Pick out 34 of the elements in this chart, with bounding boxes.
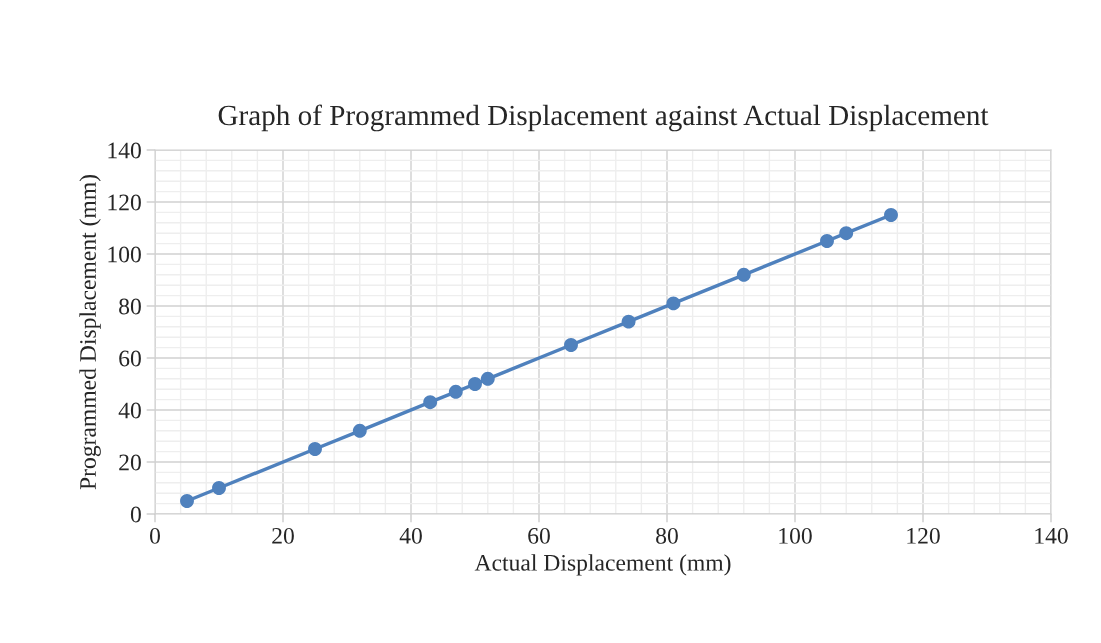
point — [180, 494, 194, 508]
point — [352, 423, 367, 438]
y-tick-label: 0 — [130, 506, 141, 523]
y-tick-label: 40 — [118, 402, 141, 419]
chart-title: Graph of Programmed Displacement against Actual Displacement — [218, 104, 989, 132]
point — [480, 371, 495, 386]
point — [564, 338, 578, 352]
y-axis-title: Programmed Displacement (mm) — [79, 175, 101, 490]
x-tick-label: 20 — [272, 527, 294, 544]
y-tick-label: 100 — [108, 246, 141, 263]
y-tick-label: 60 — [119, 350, 141, 367]
x-tick-label: 120 — [907, 527, 940, 544]
x-tick-label: 100 — [779, 527, 812, 544]
point — [884, 208, 898, 222]
x-axis-title: Actual Displacement (mm) — [474, 554, 731, 576]
x-tick-label: 0 — [150, 527, 160, 544]
point — [820, 234, 834, 248]
x-tick-label: 60 — [528, 527, 550, 544]
x-tick-label: 80 — [656, 527, 678, 544]
point — [839, 226, 854, 241]
point — [736, 267, 751, 282]
point — [666, 296, 681, 311]
point — [212, 481, 226, 495]
point — [468, 377, 482, 391]
point — [423, 395, 438, 410]
y-tick-label: 120 — [108, 194, 141, 211]
x-tick-label: 140 — [1035, 527, 1068, 544]
point — [308, 442, 322, 456]
y-tick-label: 80 — [119, 298, 141, 315]
point — [621, 314, 636, 329]
x-tick-label: 40 — [399, 527, 422, 544]
y-tick-label: 20 — [119, 454, 141, 471]
y-tick-label: 140 — [108, 142, 141, 159]
point — [448, 384, 463, 399]
